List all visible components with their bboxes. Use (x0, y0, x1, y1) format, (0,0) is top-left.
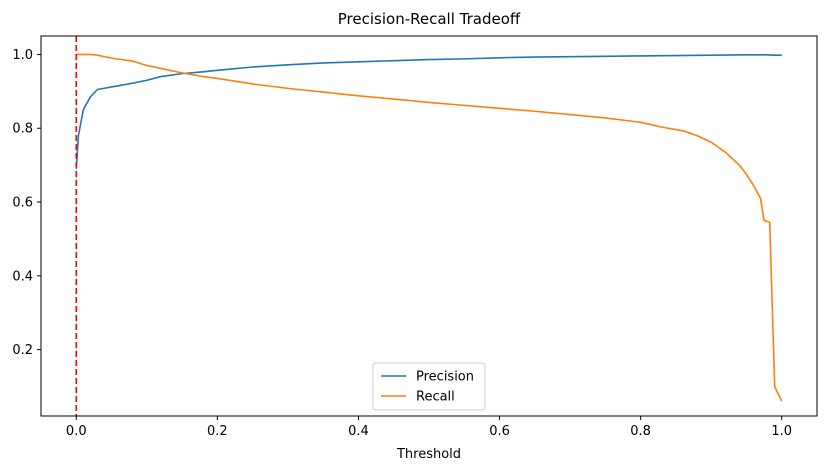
x-tick-label: 0.2 (207, 424, 228, 439)
x-axis-title: Threshold (396, 447, 461, 462)
y-tick-label: 1.0 (12, 48, 33, 63)
x-axis: 0.0 0.2 0.4 0.6 0.8 1.0 (66, 416, 792, 439)
y-tick-label: 0.4 (12, 269, 33, 284)
legend-label-precision: Precision (416, 370, 474, 385)
plot-frame (40, 35, 818, 417)
x-tick-label: 0.6 (489, 424, 510, 439)
plot-area (75, 36, 783, 416)
x-tick-label: 0.8 (630, 424, 651, 439)
x-tick-label: 0.4 (348, 424, 369, 439)
legend: Precision Recall (372, 362, 486, 411)
y-tick-label: 0.8 (12, 122, 33, 137)
y-tick-label: 0.2 (12, 343, 33, 358)
series-line-recall (76, 53, 783, 402)
legend-label-recall: Recall (416, 390, 455, 405)
legend-box (372, 362, 486, 411)
y-axis: 0.2 0.4 0.6 0.8 1.0 (12, 48, 41, 358)
y-tick-label: 0.6 (12, 196, 33, 211)
x-tick-label: 1.0 (771, 424, 792, 439)
series-line-precision (75, 54, 782, 169)
x-tick-label: 0.0 (66, 424, 87, 439)
chart-title: Precision-Recall Tradeoff (338, 10, 521, 28)
